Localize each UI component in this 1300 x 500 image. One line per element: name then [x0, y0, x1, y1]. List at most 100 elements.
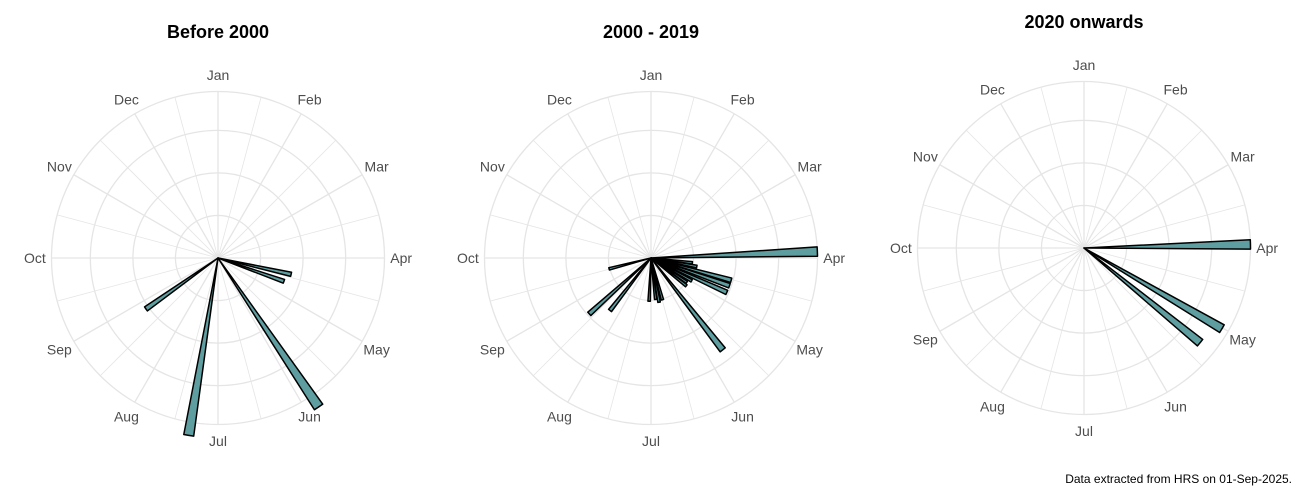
grid-spoke — [939, 247, 1085, 332]
polar-bar-4 — [183, 257, 219, 437]
grid-spoke — [174, 257, 219, 419]
month-label-dec: Dec — [114, 91, 139, 107]
polar-bar-13 — [650, 257, 658, 301]
grid-spoke — [73, 174, 219, 259]
month-label-may: May — [796, 342, 822, 358]
polar-bar-5 — [650, 257, 731, 289]
month-label-oct: Oct — [890, 240, 912, 256]
grid-spoke — [174, 97, 219, 259]
grid-spoke — [650, 257, 770, 377]
panel-2: Jan Feb Mar Apr May Jun Jul Aug Sep Oct Nov Dec 2000… — [457, 22, 845, 449]
month-label-oct: Oct — [457, 250, 479, 266]
month-label-aug: Aug — [114, 409, 139, 425]
grid-spoke — [567, 257, 652, 403]
month-label-nov: Nov — [913, 148, 938, 164]
grid-spoke — [1000, 103, 1085, 249]
grid-spoke — [650, 113, 735, 259]
panel-title: 2020 onwards — [1024, 12, 1143, 32]
grid-spoke — [1040, 87, 1085, 249]
grid-spoke — [1083, 204, 1245, 249]
polar-bar-1 — [1083, 239, 1252, 250]
grid-spoke — [57, 257, 219, 302]
month-label-sep: Sep — [913, 332, 938, 348]
month-label-oct: Oct — [24, 250, 46, 266]
polar-bar-14 — [647, 257, 652, 303]
grid-spoke — [1083, 164, 1229, 249]
grid-spoke — [217, 257, 302, 403]
polar-bar-17 — [608, 257, 652, 271]
month-label-jan: Jan — [640, 67, 663, 83]
month-label-jun: Jun — [1164, 399, 1187, 415]
grid-spoke — [217, 113, 302, 259]
grid-spoke — [506, 257, 652, 342]
grid-spoke — [532, 139, 652, 259]
month-label-feb: Feb — [298, 91, 322, 107]
grid-spoke — [650, 214, 812, 259]
grid-spoke — [217, 257, 337, 377]
grid-spoke — [134, 113, 219, 259]
month-label-jun: Jun — [731, 409, 754, 425]
polar-bar-16 — [587, 257, 652, 317]
grid-spoke — [1083, 247, 1203, 367]
month-label-feb: Feb — [1164, 81, 1188, 97]
month-label-apr: Apr — [823, 250, 845, 266]
panel-1: Jan Feb Mar Apr May Jun Jul Aug Sep Oct Nov Dec Befo… — [24, 22, 412, 449]
grid-spoke — [650, 174, 796, 259]
polar-bar-9 — [650, 257, 688, 288]
grid-spoke — [73, 257, 219, 342]
month-label-may: May — [363, 342, 389, 358]
grid-spoke — [1040, 247, 1085, 409]
month-label-jan: Jan — [1073, 57, 1096, 73]
grid-spoke — [490, 214, 652, 259]
panel-title: Before 2000 — [167, 22, 269, 42]
polar-bar-10 — [650, 257, 726, 353]
month-label-jan: Jan — [207, 67, 230, 83]
grid-spoke — [1083, 247, 1245, 292]
grid-spoke — [99, 257, 219, 377]
grid-spoke — [57, 214, 219, 259]
grid-spoke — [1083, 247, 1128, 409]
polar-bar-1 — [217, 257, 293, 278]
panel-title: 2000 - 2019 — [603, 22, 699, 42]
month-label-apr: Apr — [1256, 240, 1278, 256]
polar-bar-5 — [143, 257, 219, 312]
polar-bar-3 — [1083, 247, 1204, 347]
grid-spoke — [650, 257, 735, 403]
grid-spoke — [217, 174, 363, 259]
grid-spoke — [607, 97, 652, 259]
grid-spoke — [939, 164, 1085, 249]
month-label-nov: Nov — [480, 158, 505, 174]
grid-spoke — [607, 257, 652, 419]
grid-spoke — [217, 139, 337, 259]
grid-spoke — [650, 97, 695, 259]
polar-bar-11 — [650, 257, 665, 301]
caption: Data extracted from HRS on 01-Sep-2025. — [1065, 472, 1292, 486]
polar-bar-12 — [650, 257, 662, 304]
grid-spoke — [1000, 247, 1085, 393]
month-label-mar: Mar — [1231, 148, 1255, 164]
month-label-jul: Jul — [1075, 423, 1093, 439]
grid-spoke — [1083, 87, 1128, 249]
polar-bar-15 — [607, 257, 652, 313]
month-label-jul: Jul — [642, 433, 660, 449]
month-label-aug: Aug — [547, 409, 572, 425]
grid-spoke — [650, 139, 770, 259]
grid-spoke — [134, 257, 219, 403]
grid-spoke — [217, 257, 363, 342]
grid-spoke — [923, 247, 1085, 292]
month-label-apr: Apr — [390, 250, 412, 266]
grid-spoke — [217, 214, 379, 259]
month-label-jun: Jun — [298, 409, 321, 425]
polar-bar-6 — [650, 257, 729, 296]
grid-spoke — [99, 139, 219, 259]
grid-spoke — [217, 97, 262, 259]
month-label-nov: Nov — [47, 158, 72, 174]
month-label-mar: Mar — [798, 158, 822, 174]
month-label-dec: Dec — [980, 81, 1005, 97]
grid-spoke — [1083, 103, 1168, 249]
polar-bar-1 — [650, 246, 819, 259]
polar-bar-2 — [217, 257, 286, 284]
polar-bar-2 — [1083, 247, 1225, 334]
grid-spoke — [1083, 247, 1168, 393]
polar-bar-3 — [217, 257, 324, 411]
